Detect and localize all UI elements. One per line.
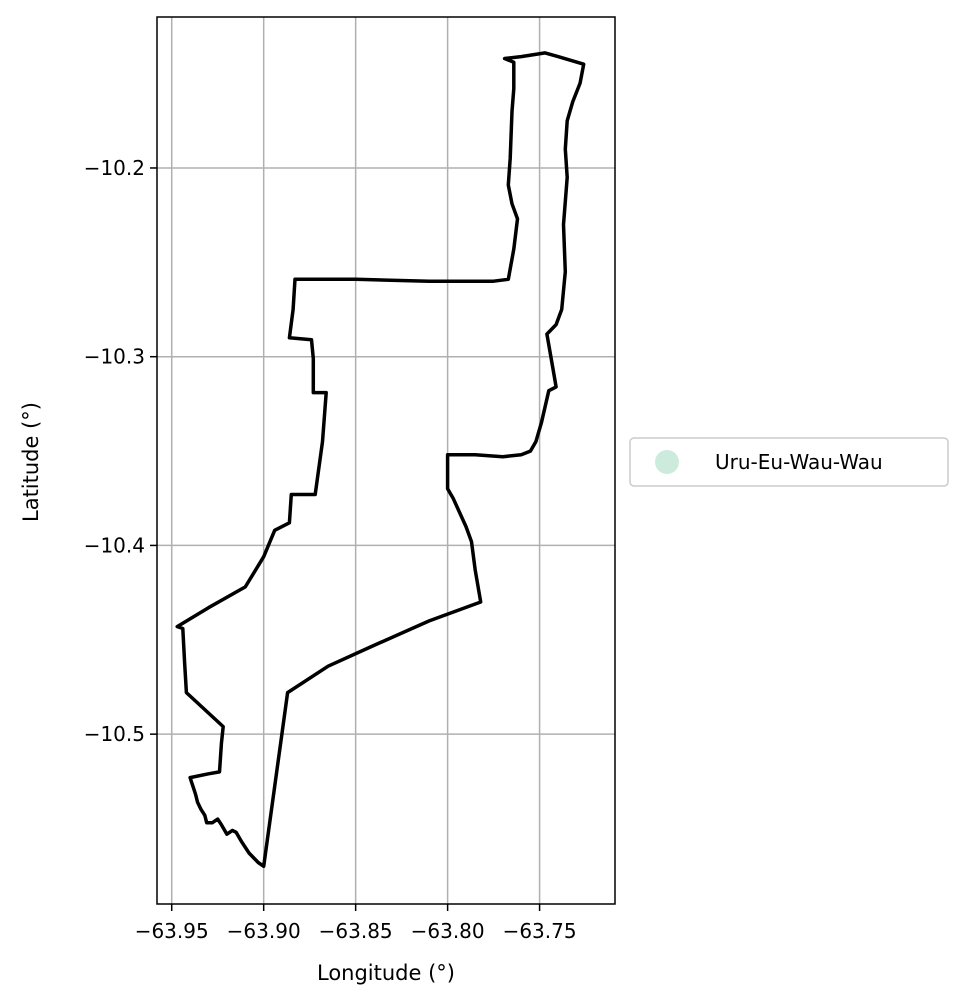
y-axis-ticks: −10.2 −10.3 −10.4 −10.5: [84, 156, 157, 746]
x-tick-label: −63.85: [319, 919, 393, 943]
x-tick-label: −63.80: [411, 919, 485, 943]
legend-box: [629, 437, 949, 487]
map-shapes: [175, 51, 586, 869]
y-tick-label: −10.4: [84, 533, 145, 557]
y-tick-label: −10.5: [84, 722, 145, 746]
x-tick-label: −63.90: [227, 919, 301, 943]
x-tick-label: −63.95: [135, 919, 209, 943]
y-axis-label: Latitude (°): [19, 402, 43, 522]
y-tick-label: −10.2: [84, 156, 145, 180]
territory-boundary: [175, 51, 586, 869]
legend-label: Uru-Eu-Wau-Wau: [715, 450, 883, 474]
grid: [157, 17, 615, 904]
x-axis-ticks: −63.95 −63.90 −63.85 −63.80 −63.75: [135, 904, 577, 943]
plot-frame: [156, 16, 616, 905]
y-tick-label: −10.3: [84, 345, 145, 369]
x-axis-label: Longitude (°): [317, 961, 455, 985]
legend: Uru-Eu-Wau-Wau: [629, 437, 949, 487]
legend-marker: [655, 450, 679, 474]
x-tick-label: −63.75: [503, 919, 577, 943]
